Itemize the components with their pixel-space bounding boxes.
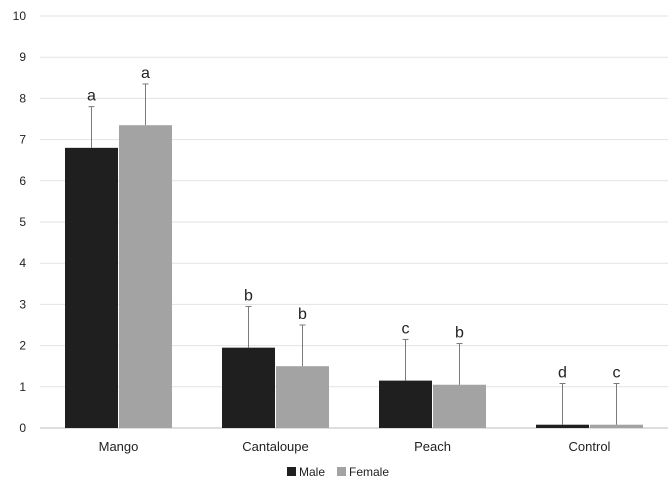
bar-male-control — [536, 424, 589, 428]
bar-female-mango — [119, 125, 172, 429]
legend-label-female: Female — [349, 465, 389, 479]
significance-label-male-control: d — [558, 365, 567, 382]
y-tick-label-2: 2 — [19, 339, 26, 353]
bars — [65, 83, 643, 429]
significance-label-female-control: c — [613, 365, 621, 382]
legend-swatch-female — [337, 467, 346, 476]
bar-female-peach — [433, 384, 486, 428]
bar-male-cantaloupe — [222, 347, 275, 428]
y-tick-label-7: 7 — [19, 133, 26, 147]
y-tick-label-5: 5 — [19, 215, 26, 229]
bar-female-control — [590, 424, 643, 428]
axes: 0 1 2 3 4 5 6 7 8 9 10 Mango Cantaloupe Peach Control — [13, 9, 668, 454]
y-tick-label-1: 1 — [19, 380, 26, 394]
significance-label-male-peach: c — [402, 320, 410, 337]
x-tick-label-cantaloupe: Cantaloupe — [242, 439, 309, 454]
legend-swatch-male — [287, 467, 296, 476]
y-tick-label-4: 4 — [19, 256, 26, 270]
y-tick-label-10: 10 — [13, 9, 27, 23]
y-tick-label-9: 9 — [19, 50, 26, 64]
significance-label-female-cantaloupe: b — [298, 306, 307, 323]
y-tick-label-6: 6 — [19, 174, 26, 188]
bar-male-mango — [65, 147, 118, 428]
bar-female-cantaloupe — [276, 366, 329, 428]
significance-label-male-mango: a — [87, 88, 96, 105]
bar-male-peach — [379, 380, 432, 428]
significance-label-male-cantaloupe: b — [244, 287, 253, 304]
significance-label-female-mango: a — [141, 65, 150, 82]
labels: a a b b c b d c — [87, 65, 620, 382]
legend: Male Female — [287, 465, 389, 479]
y-tick-label-8: 8 — [19, 91, 26, 105]
legend-label-male: Male — [299, 465, 325, 479]
significance-label-female-peach: b — [455, 325, 464, 342]
x-tick-label-peach: Peach — [414, 439, 451, 454]
y-tick-label-3: 3 — [19, 297, 26, 311]
x-tick-label-mango: Mango — [99, 439, 139, 454]
x-tick-label-control: Control — [569, 439, 611, 454]
y-tick-label-0: 0 — [19, 421, 26, 435]
